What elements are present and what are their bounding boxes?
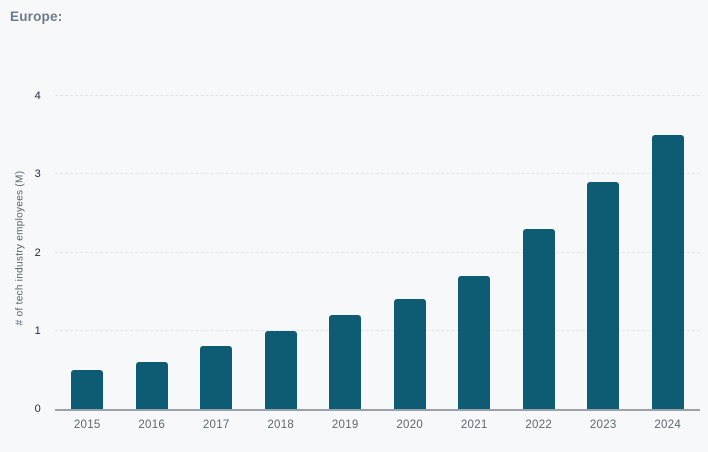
- bar-slot-2024: [636, 96, 701, 409]
- y-tick-1: 1: [34, 324, 41, 337]
- bar-slot-2023: [571, 96, 636, 409]
- x-label-2019: 2019: [331, 419, 359, 431]
- x-label-2023: 2023: [589, 419, 617, 431]
- bar-2024: [651, 135, 684, 409]
- gridlines: [55, 95, 700, 409]
- bar-slot-2017: [184, 96, 249, 409]
- x-label-2017: 2017: [202, 419, 230, 431]
- bar-2018: [264, 330, 297, 409]
- bar-slot-2019: [313, 96, 378, 409]
- bar-series: [55, 96, 700, 409]
- gridline-3: [55, 173, 700, 175]
- x-label-2022: 2022: [525, 419, 553, 431]
- bar-2017: [200, 346, 233, 409]
- gridline-1: [55, 329, 700, 331]
- y-tick-4: 4: [34, 90, 41, 102]
- y-axis-ticks: 0 1 2 3 4: [0, 90, 44, 415]
- bar-slot-2015: [55, 96, 120, 409]
- bar-2019: [329, 315, 362, 409]
- plot-area: [55, 95, 700, 411]
- gridline-2: [55, 251, 700, 253]
- bar-slot-2020: [378, 96, 443, 409]
- bar-slot-2021: [442, 96, 507, 409]
- bar-slot-2018: [249, 96, 314, 409]
- x-axis-labels: 2015 2016 2017 2018 2019 2020 2021 2022 2023 2024: [55, 419, 700, 431]
- bar-slot-2022: [507, 96, 572, 409]
- bar-slot-2016: [120, 96, 185, 409]
- y-tick-0: 0: [34, 403, 41, 415]
- x-label-2015: 2015: [73, 419, 101, 431]
- bar-2022: [522, 229, 555, 409]
- x-label-2016: 2016: [138, 419, 166, 431]
- x-label-2018: 2018: [267, 419, 295, 431]
- x-label-2021: 2021: [460, 419, 488, 431]
- chart-title: Europe:: [10, 9, 63, 24]
- bar-2020: [393, 299, 426, 409]
- bar-2016: [135, 362, 168, 409]
- bar-2021: [458, 275, 491, 409]
- gridline-4: [55, 95, 700, 96]
- bar-2015: [71, 369, 104, 409]
- bar-2023: [587, 182, 620, 409]
- x-label-2020: 2020: [396, 419, 424, 431]
- y-tick-3: 3: [34, 168, 41, 181]
- x-label-2024: 2024: [654, 419, 682, 431]
- y-tick-2: 2: [34, 246, 41, 259]
